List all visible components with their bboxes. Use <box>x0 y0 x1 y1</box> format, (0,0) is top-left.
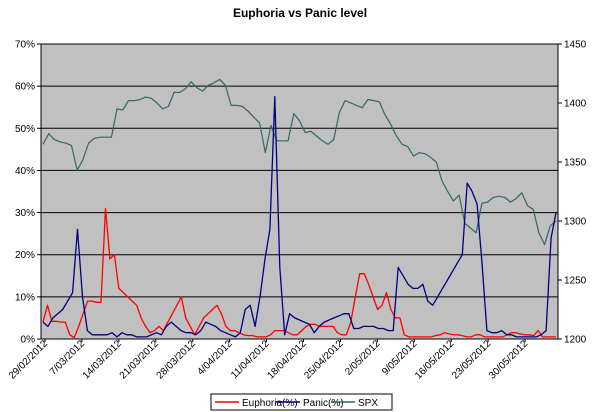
gridlines <box>41 43 558 298</box>
y-left-tick-label: 60% <box>15 82 35 93</box>
y-left-tick-label: 0% <box>21 335 36 346</box>
x-tick-label: 7/03/2012 <box>48 338 88 378</box>
x-tick-label: 2/05/2012 <box>343 338 383 378</box>
y-right-tick-label: 1250 <box>564 276 587 287</box>
y-right-tick-label: 1200 <box>564 335 587 346</box>
y-left-tick-label: 10% <box>15 292 35 303</box>
x-tick-label: 25/04/2012 <box>302 338 345 381</box>
x-tick-label: 4/04/2012 <box>196 338 236 378</box>
plot-area <box>40 43 559 340</box>
y-left-tick-label: 40% <box>15 166 35 177</box>
y-left-tick-label: 30% <box>15 208 35 219</box>
y-left-tick-label: 70% <box>15 40 35 51</box>
legend-label-spx: SPX <box>358 398 378 409</box>
x-tick-label: 28/03/2012 <box>155 338 198 381</box>
y-right-tick-label: 1350 <box>564 158 587 169</box>
y-right-tick-label: 1450 <box>564 40 587 51</box>
chart-title: Euphoria vs Panic level <box>233 6 367 20</box>
y-left-tick-label: 20% <box>15 250 35 261</box>
y-left-tick-label: 50% <box>15 124 35 135</box>
y-right-tick-label: 1300 <box>564 217 587 228</box>
x-tick-label: 30/05/2012 <box>487 338 530 381</box>
series-line-euphoria <box>42 207 556 339</box>
x-tick-label: 9/05/2012 <box>380 338 420 378</box>
series-line-spx <box>42 78 557 246</box>
legend-label-euphoria: Euphoria(%) <box>242 398 298 409</box>
series-layer <box>42 78 557 339</box>
y-right-tick-label: 1400 <box>564 99 587 110</box>
legend-label-panic: Panic(%) <box>303 398 344 409</box>
legend: Euphoria(%) Panic(%) SPX <box>210 393 393 411</box>
series-line-panic <box>42 96 557 338</box>
legend-box <box>210 393 393 411</box>
